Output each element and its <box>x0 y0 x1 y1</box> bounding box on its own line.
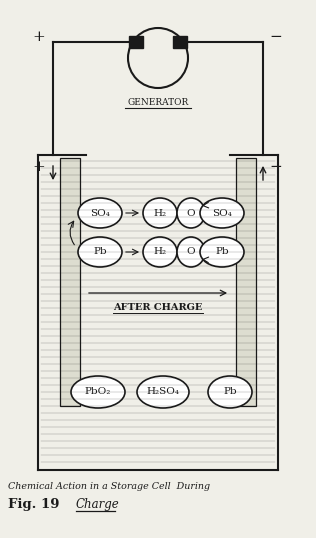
Polygon shape <box>60 158 80 406</box>
Ellipse shape <box>208 376 252 408</box>
Text: SO₄: SO₄ <box>212 209 232 217</box>
Text: Charge: Charge <box>76 498 120 511</box>
Bar <box>129 36 143 48</box>
Ellipse shape <box>143 198 177 228</box>
Text: O: O <box>187 247 195 257</box>
Text: H₂: H₂ <box>154 209 167 217</box>
Text: −: − <box>270 30 283 44</box>
Ellipse shape <box>200 198 244 228</box>
Text: O: O <box>187 209 195 217</box>
Text: H₂SO₄: H₂SO₄ <box>147 387 179 397</box>
Text: +: + <box>33 30 46 44</box>
Ellipse shape <box>143 237 177 267</box>
Text: SO₄: SO₄ <box>90 209 110 217</box>
Text: AFTER CHARGE: AFTER CHARGE <box>113 303 203 312</box>
Ellipse shape <box>200 237 244 267</box>
Text: −: − <box>270 160 283 174</box>
Text: Pb: Pb <box>215 247 229 257</box>
Polygon shape <box>236 158 256 406</box>
Text: +: + <box>33 160 46 174</box>
Text: Pb: Pb <box>93 247 107 257</box>
Text: PbO₂: PbO₂ <box>85 387 111 397</box>
Ellipse shape <box>78 198 122 228</box>
Text: GENERATOR: GENERATOR <box>127 98 189 107</box>
Bar <box>173 36 187 48</box>
Ellipse shape <box>78 237 122 267</box>
Text: Chemical Action in a Storage Cell  During: Chemical Action in a Storage Cell During <box>8 482 210 491</box>
Text: H₂: H₂ <box>154 247 167 257</box>
Text: Pb: Pb <box>223 387 237 397</box>
Text: Fig. 19: Fig. 19 <box>8 498 59 511</box>
Ellipse shape <box>137 376 189 408</box>
Ellipse shape <box>177 198 205 228</box>
Ellipse shape <box>71 376 125 408</box>
Ellipse shape <box>177 237 205 267</box>
